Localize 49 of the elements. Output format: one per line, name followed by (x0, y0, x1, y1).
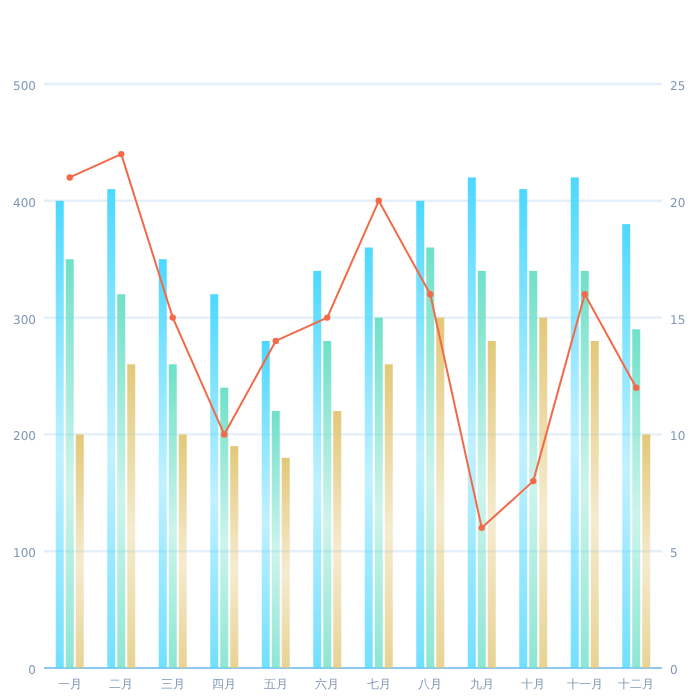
point (66, 174, 73, 181)
bar (261, 340, 270, 668)
bar (622, 224, 631, 668)
bar (107, 189, 116, 668)
bar (436, 317, 445, 668)
bar (313, 270, 322, 668)
point (272, 337, 279, 345)
bar (519, 189, 528, 668)
bar (220, 387, 229, 668)
point (633, 384, 640, 391)
point (324, 314, 331, 321)
bar (158, 259, 167, 668)
bar (65, 259, 74, 668)
bar (178, 434, 187, 668)
point (221, 431, 228, 438)
bar (117, 294, 126, 668)
bar (281, 457, 290, 668)
line-series (66, 150, 640, 532)
bar (590, 340, 599, 668)
bar (477, 270, 486, 668)
bar (230, 446, 239, 668)
bar (570, 177, 579, 668)
bar (416, 200, 425, 668)
bar (642, 434, 651, 668)
point (478, 524, 485, 532)
bar (55, 200, 64, 668)
bar (384, 364, 393, 668)
bar (127, 364, 136, 668)
bar (323, 340, 332, 668)
bar (539, 317, 548, 668)
point (581, 291, 588, 298)
point (118, 150, 125, 158)
bar (632, 329, 641, 668)
bar (374, 317, 383, 668)
point (169, 314, 176, 321)
bar (75, 434, 84, 668)
bar (529, 270, 538, 668)
bar (580, 270, 589, 668)
bar (168, 364, 177, 668)
bar (364, 247, 373, 668)
point (530, 477, 537, 485)
bar (333, 411, 342, 668)
bar (271, 411, 280, 668)
point (375, 197, 382, 204)
bar (487, 340, 496, 668)
bar (210, 294, 219, 668)
point (427, 291, 434, 298)
bar (467, 177, 476, 668)
bar (426, 247, 435, 668)
